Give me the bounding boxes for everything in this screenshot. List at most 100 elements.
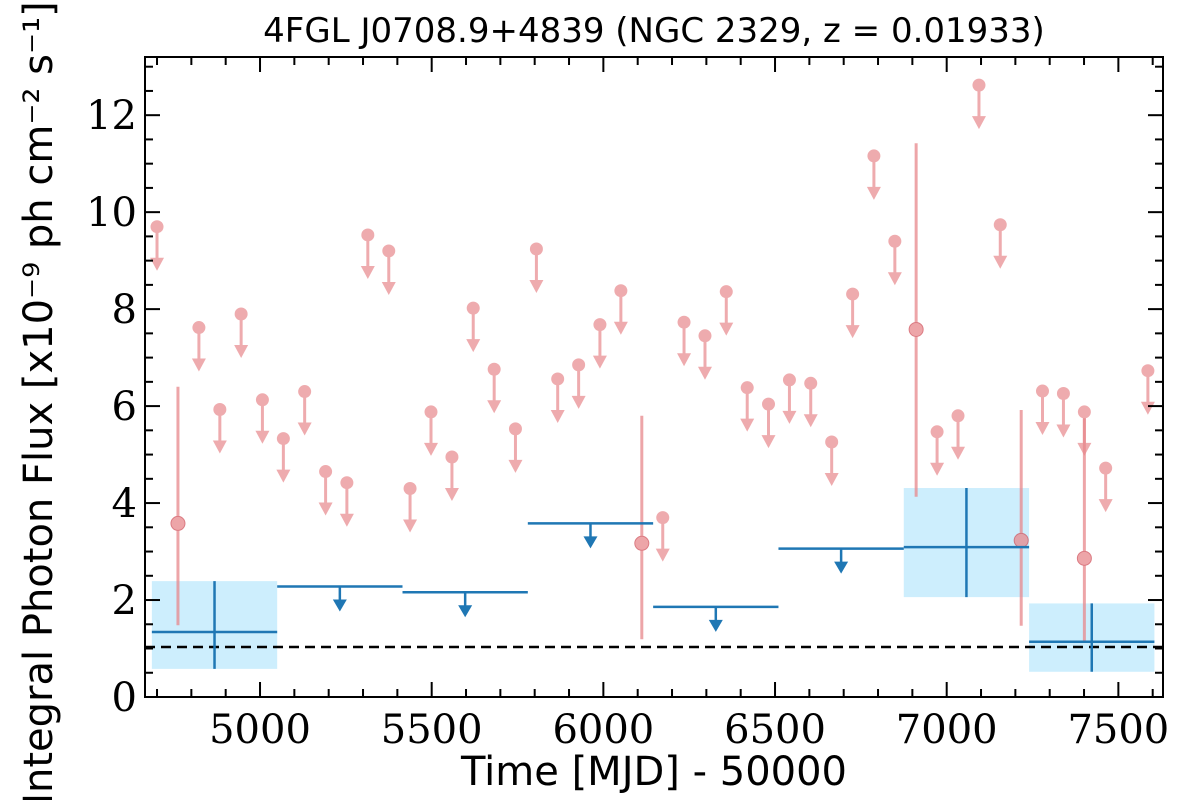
upper-limit-arrow-head xyxy=(951,446,966,460)
upper-limit-marker xyxy=(719,285,733,299)
upper-limit-marker xyxy=(487,362,501,376)
upper-limit-arrow-head xyxy=(276,469,291,483)
upper-limit-arrow-head xyxy=(458,605,473,618)
short-bin-detection xyxy=(634,415,650,640)
detection-marker xyxy=(634,535,650,551)
short-bin-upper-limit xyxy=(971,78,986,130)
x-tick-label: 5000 xyxy=(209,707,311,753)
upper-limit-arrow-head xyxy=(708,619,723,632)
upper-limit-arrow-head xyxy=(571,395,586,409)
short-bin-upper-limit xyxy=(234,307,249,358)
short-bin-upper-limit xyxy=(1056,386,1071,438)
upper-limit-arrow-head xyxy=(834,561,849,574)
y-tick-label: 6 xyxy=(112,384,137,430)
upper-limit-marker xyxy=(804,376,818,390)
upper-limit-arrow-head xyxy=(403,519,418,533)
short-bin-upper-limit xyxy=(444,450,459,501)
x-tick-label: 7000 xyxy=(896,707,998,753)
short-bin-upper-limit xyxy=(697,329,712,380)
upper-limit-arrow-head xyxy=(655,548,670,562)
short-bin-upper-limit xyxy=(212,402,227,454)
upper-limit-marker xyxy=(150,220,164,234)
plot-area xyxy=(145,78,1163,672)
upper-limit-marker xyxy=(1056,386,1070,400)
upper-limit-arrow-head xyxy=(339,513,354,527)
short-bin-upper-limit xyxy=(993,218,1008,269)
upper-limit-arrow-head xyxy=(191,358,206,372)
long-bin-upper-limit xyxy=(527,522,654,549)
upper-limit-marker xyxy=(1099,461,1113,475)
x-tick-label: 5500 xyxy=(381,707,483,753)
y-axis-label: Integral Photon Flux [x10⁻⁹ ph cm⁻² s⁻¹] xyxy=(16,1,62,800)
short-bin-detection xyxy=(1076,418,1092,643)
upper-limit-marker xyxy=(361,228,375,242)
upper-limit-marker xyxy=(1077,405,1091,419)
y-tick-label: 2 xyxy=(112,578,137,624)
upper-limit-marker xyxy=(276,432,290,446)
short-bin-upper-limit xyxy=(1035,384,1050,436)
short-bin-upper-limit xyxy=(1098,461,1113,513)
short-bin-upper-limit xyxy=(866,149,881,200)
upper-limit-arrow-head xyxy=(255,430,270,444)
upper-limit-arrow-head xyxy=(234,344,249,358)
long-bin-detection xyxy=(1029,603,1155,672)
upper-limit-arrow-head xyxy=(740,418,755,432)
upper-limit-marker xyxy=(677,315,691,329)
upper-limit-marker xyxy=(192,321,206,335)
upper-limit-arrow-head xyxy=(508,459,523,473)
short-bin-upper-limit xyxy=(592,318,607,369)
short-bin-upper-limit xyxy=(508,422,523,473)
short-bin-upper-limit xyxy=(276,432,291,483)
upper-limit-arrow-head xyxy=(697,366,712,380)
upper-limit-marker xyxy=(551,372,565,386)
y-tick-label: 4 xyxy=(112,481,137,527)
short-bin-detection xyxy=(1013,409,1029,626)
upper-limit-marker xyxy=(319,465,333,479)
upper-limit-marker xyxy=(403,482,417,496)
upper-limit-arrow-head xyxy=(592,355,607,369)
short-bin-upper-limit xyxy=(782,373,797,424)
axes: 5000 5500 6000 6500 7000 7500 0 2 4 6 8 10 12 xyxy=(86,56,1169,753)
upper-limit-marker xyxy=(614,284,628,298)
upper-limit-arrow-head xyxy=(332,599,347,612)
short-bin-upper-limit xyxy=(951,409,966,460)
upper-limit-marker xyxy=(382,244,396,258)
long-bin-upper-limit xyxy=(277,585,403,612)
upper-limit-marker xyxy=(508,422,522,436)
upper-limit-marker xyxy=(593,318,607,332)
short-bin-upper-limit xyxy=(824,435,839,486)
upper-limit-marker xyxy=(445,450,459,464)
upper-limit-marker xyxy=(466,301,480,315)
short-bin-upper-limit xyxy=(550,372,565,423)
upper-limit-arrow-head xyxy=(583,536,598,549)
upper-limit-marker xyxy=(951,409,965,423)
short-bin-upper-limit xyxy=(360,228,375,279)
upper-limit-arrow-head xyxy=(487,400,502,414)
upper-limit-arrow-head xyxy=(761,435,776,449)
short-bin-upper-limit xyxy=(887,234,902,286)
upper-limit-arrow-head xyxy=(993,255,1008,269)
detection-marker xyxy=(1076,550,1092,566)
short-bin-detection xyxy=(908,143,924,497)
short-bin-upper-limit xyxy=(571,358,586,409)
upper-limit-arrow-head xyxy=(466,339,481,353)
short-bin-upper-limit xyxy=(466,301,481,353)
short-bin-upper-limit xyxy=(803,376,818,428)
short-bin-upper-limit xyxy=(297,385,312,436)
x-axis-label: Time [MJD] - 50000 xyxy=(460,749,847,795)
upper-limit-marker xyxy=(213,402,227,416)
short-bin-upper-limit xyxy=(740,381,755,432)
upper-limit-arrow-head xyxy=(1056,424,1071,438)
short-bin-upper-limit xyxy=(424,405,439,456)
upper-limit-arrow-head xyxy=(1140,401,1155,415)
x-tick-label: 7500 xyxy=(1067,707,1169,753)
y-tick-label: 0 xyxy=(112,675,137,721)
long-bin-upper-limit xyxy=(653,605,779,632)
upper-limit-marker xyxy=(888,234,902,248)
short-bin-upper-limit xyxy=(613,284,628,335)
short-bin-upper-limit xyxy=(150,220,165,271)
detection-marker xyxy=(908,321,924,337)
short-bin-upper-limit xyxy=(719,285,734,336)
upper-limit-marker xyxy=(762,397,776,411)
